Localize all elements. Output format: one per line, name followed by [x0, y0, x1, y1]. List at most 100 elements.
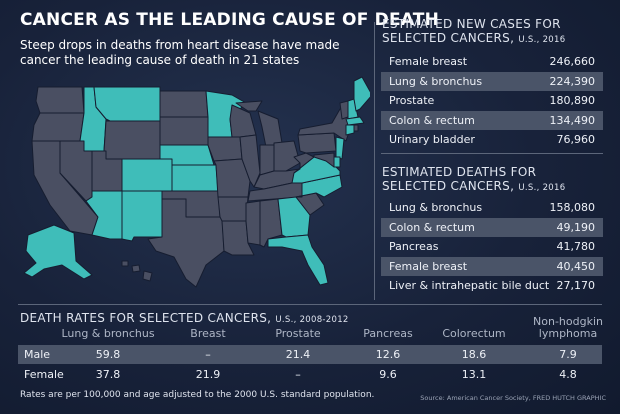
rates-cell: 21.4 [285, 348, 311, 361]
page-title: CANCER AS THE LEADING CAUSE OF DEATH [20, 10, 440, 30]
state-nj [335, 136, 345, 160]
deaths-value: 158,080 [549, 201, 596, 214]
deaths-value: 40,450 [556, 259, 596, 273]
new-cases-title-line2: SELECTED CANCERS, [382, 31, 515, 45]
panel-divider [374, 22, 375, 300]
state-md [313, 152, 335, 168]
rates-row: Male 59.8 – 21.4 12.6 18.6 7.9 [18, 345, 602, 364]
new-cases-value: 224,390 [549, 74, 596, 88]
deaths-row: Female breast 40,450 [381, 256, 603, 277]
new-cases-label: Urinary bladder [389, 133, 475, 147]
rates-row: Female 37.8 21.9 – 9.6 13.1 4.8 [18, 365, 602, 384]
deaths-title-line1: ESTIMATED DEATHS FOR [382, 165, 537, 179]
rates-cell: 21.9 [195, 368, 221, 381]
deaths-label: Pancreas [389, 240, 439, 254]
state-nc [295, 174, 343, 198]
new-cases-row: Lung & bronchus 224,390 [381, 71, 603, 92]
state-fl [267, 234, 329, 286]
deaths-value: 27,170 [556, 279, 596, 293]
deaths-row: Colon & rectum 49,190 [381, 217, 603, 238]
table-divider [18, 304, 602, 305]
state-co [121, 158, 173, 192]
deaths-label: Liver & intrahepatic bile duct [389, 279, 550, 293]
state-mt [93, 86, 161, 122]
new-cases-table: Female breast 246,660 Lung & bronchus 224,3… [381, 52, 603, 150]
rates-cell: 59.8 [95, 348, 121, 361]
state-ar [217, 196, 249, 222]
footnote: Rates are per 100,000 and age adjusted t… [20, 390, 375, 400]
deaths-row: Lung & bronchus 158,080 [381, 198, 603, 218]
new-cases-title-suffix: U.S., 2016 [518, 35, 566, 45]
rates-cell: – [205, 348, 211, 361]
new-cases-value: 76,960 [556, 133, 596, 147]
deaths-row: Liver & intrahepatic bile duct 27,170 [381, 276, 603, 296]
rates-column-header: Colorectum [442, 327, 506, 340]
new-cases-row: Female breast 246,660 [381, 52, 603, 72]
rates-cell: 9.6 [379, 368, 397, 381]
rates-cell: 12.6 [375, 348, 401, 361]
rates-cell: – [295, 368, 301, 381]
deaths-label: Female breast [389, 259, 468, 273]
deaths-table: Lung & bronchus 158,080 Colon & rectum 49,1… [381, 198, 603, 296]
state-ak [23, 224, 93, 280]
state-de [333, 156, 341, 168]
state-ct [345, 124, 355, 136]
rates-title-text: DEATH RATES FOR SELECTED CANCERS, [20, 311, 272, 325]
state-ma [345, 116, 365, 126]
deaths-title: ESTIMATED DEATHS FOR SELECTED CANCERS, U… [382, 165, 565, 195]
state-ri [353, 124, 359, 132]
us-map-svg [23, 76, 373, 288]
deaths-value: 49,190 [556, 220, 596, 234]
new-cases-title: ESTIMATED NEW CASES FOR SELECTED CANCERS… [382, 17, 565, 47]
new-cases-label: Prostate [389, 94, 435, 108]
state-wa [35, 86, 85, 114]
deaths-value: 41,780 [556, 240, 596, 254]
new-cases-row: Urinary bladder 76,960 [381, 130, 603, 150]
rates-row-label: Female [24, 368, 64, 381]
new-cases-value: 246,660 [549, 55, 596, 68]
state-ia [207, 136, 243, 162]
rates-column-header: Lung & bronchus [61, 327, 155, 340]
rates-column-header: Non-hodgkin lymphoma [533, 315, 603, 340]
deaths-label: Colon & rectum [389, 220, 475, 234]
rates-cell: 37.8 [95, 368, 121, 381]
state-sd [159, 116, 209, 146]
deaths-title-suffix: U.S., 2016 [518, 183, 566, 193]
rates-cell: 7.9 [559, 348, 577, 361]
new-cases-title-line1: ESTIMATED NEW CASES FOR [382, 17, 561, 31]
rates-cell: 4.8 [559, 368, 577, 381]
rates-title: DEATH RATES FOR SELECTED CANCERS, U.S., … [20, 311, 349, 325]
section-divider [381, 153, 603, 154]
rates-cell: 18.6 [461, 348, 487, 361]
rates-cell: 13.1 [461, 368, 487, 381]
state-hi [121, 260, 153, 282]
state-nm [121, 190, 163, 242]
page-subtitle: Steep drops in deaths from heart disease… [20, 38, 340, 67]
deaths-label: Lung & bronchus [389, 201, 483, 214]
deaths-title-line2: SELECTED CANCERS, [382, 179, 515, 193]
rates-title-suffix: U.S., 2008-2012 [275, 315, 349, 325]
state-me [353, 76, 373, 112]
state-wy [103, 120, 161, 160]
state-ks [171, 164, 219, 192]
state-nd [159, 90, 209, 118]
new-cases-value: 180,890 [549, 94, 596, 108]
state-ms [245, 200, 261, 246]
rates-column-header: Breast [190, 327, 226, 340]
deaths-row: Pancreas 41,780 [381, 237, 603, 257]
new-cases-label: Lung & bronchus [389, 74, 483, 88]
new-cases-row: Colon & rectum 134,490 [381, 110, 603, 131]
rates-row-label: Male [24, 348, 51, 361]
rates-column-header: Prostate [275, 327, 321, 340]
new-cases-row: Prostate 180,890 [381, 91, 603, 111]
state-pa [297, 132, 337, 154]
state-in [259, 144, 275, 176]
us-state-map [10, 65, 373, 300]
state-tx [147, 198, 225, 288]
state-or [31, 112, 85, 142]
new-cases-label: Colon & rectum [389, 113, 475, 127]
new-cases-label: Female breast [389, 55, 468, 68]
state-vt [339, 100, 349, 120]
source-credit: Source: American Cancer Society, FRED HU… [420, 394, 606, 402]
new-cases-value: 134,490 [549, 113, 596, 127]
